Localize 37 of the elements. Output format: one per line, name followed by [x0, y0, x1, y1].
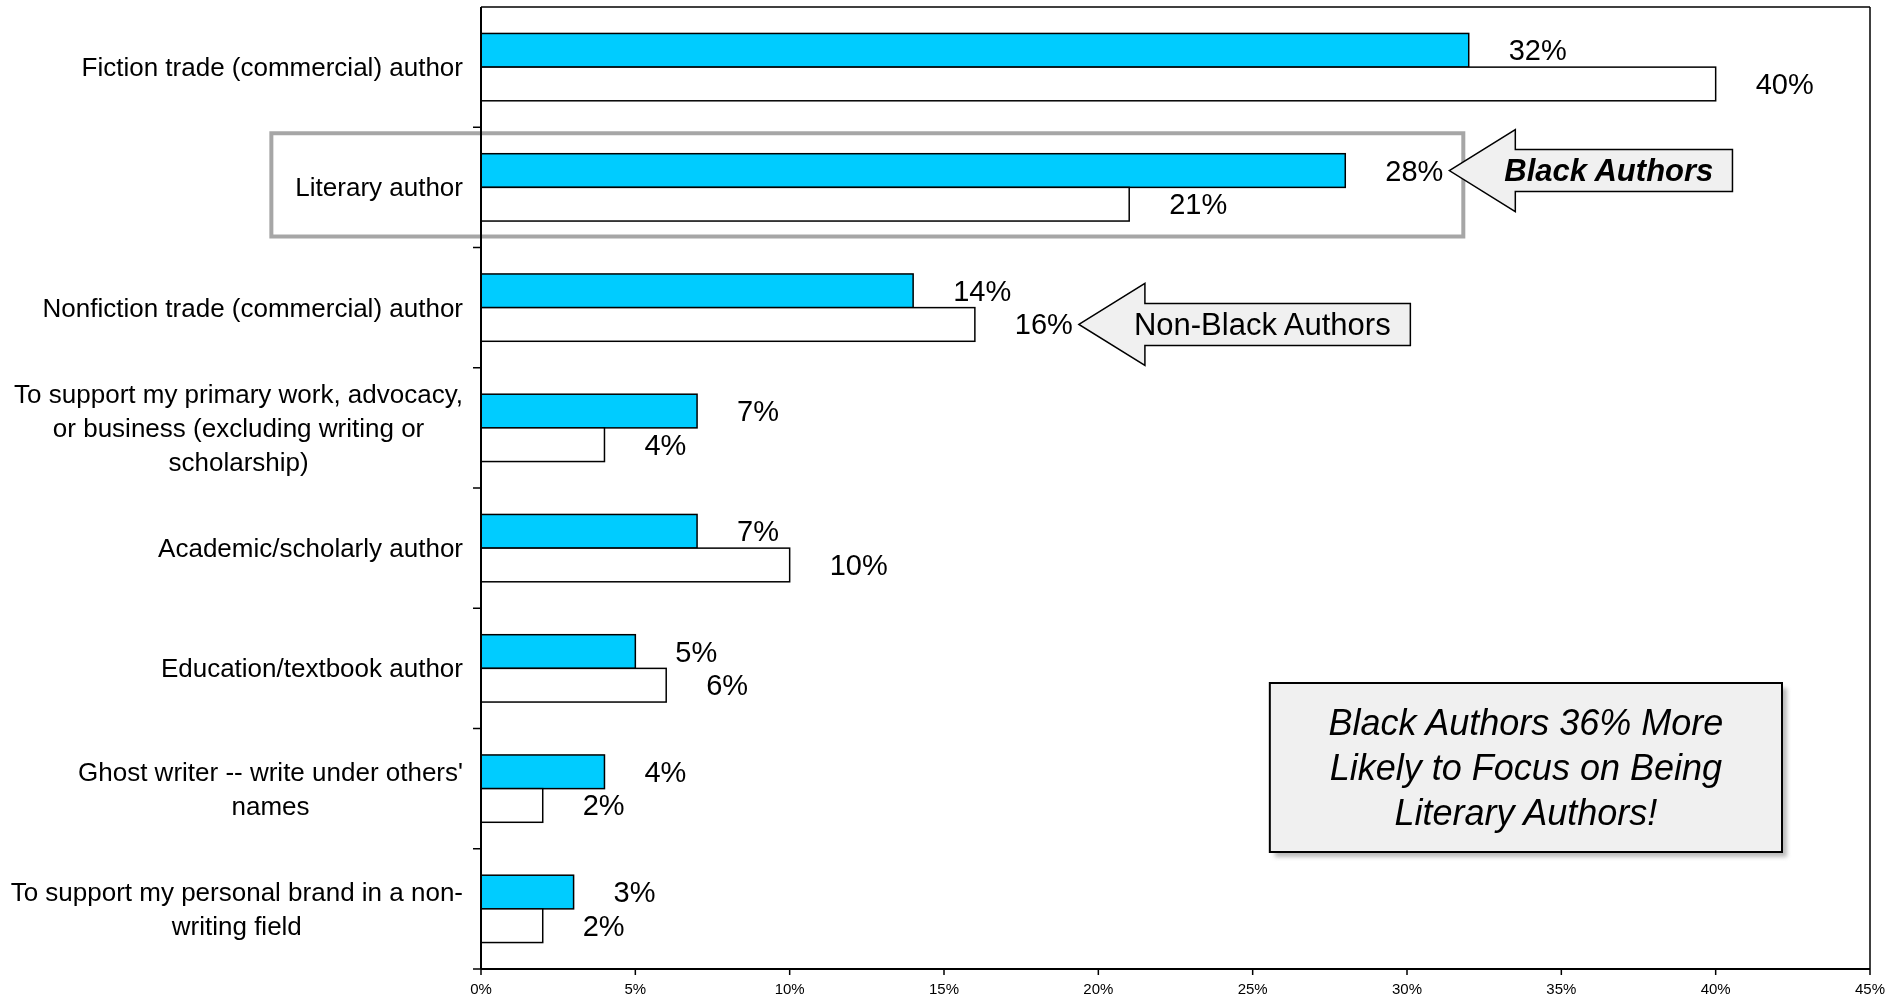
y-tick-label: Academic/scholarly author [158, 533, 464, 564]
data-label: 14% [953, 274, 1012, 307]
data-label: 6% [706, 669, 749, 702]
x-tick-label: 40% [1700, 980, 1731, 997]
x-tick-label: 20% [1083, 980, 1114, 997]
y-tick-label: Education/textbook author [160, 653, 464, 684]
text: Non-Black Authors [1133, 306, 1391, 342]
data-label: 2% [582, 789, 625, 822]
text: Black Authors [1504, 153, 1714, 189]
x-tick-label: 35% [1546, 980, 1577, 997]
data-label: 28% [1385, 154, 1444, 187]
y-tick-label: Literary author [295, 172, 464, 203]
x-tick-label: 30% [1391, 980, 1423, 997]
y-tick-label: Ghost writer -- write under others' names [78, 756, 464, 821]
x-tick-label: 10% [774, 980, 805, 997]
data-label: 7% [737, 395, 779, 428]
data-label: 40% [1755, 67, 1814, 100]
y-tick-label: To support my personal brand in a non-writing field [10, 876, 463, 941]
data-label: 21% [1169, 188, 1228, 221]
data-label: 32% [1508, 34, 1567, 67]
x-tick-label: 15% [928, 980, 960, 997]
x-tick-label: 45% [1854, 980, 1886, 997]
y-tick-label: To support my primary work, advocacy, or business (excluding writing or scholarship) [14, 378, 463, 477]
data-label: 4% [644, 755, 687, 788]
data-label: 4% [644, 428, 687, 461]
y-tick-label: Fiction trade (commercial) author [81, 52, 464, 83]
data-label: 2% [582, 909, 625, 942]
y-tick-label: Nonfiction trade (commercial) author [42, 292, 464, 323]
annotation: Black Authors 36% More Likely to Focus on Being Literary Authors! [1328, 702, 1724, 833]
x-tick-label: 0% [470, 980, 492, 997]
data-label: 10% [829, 548, 888, 581]
data-label: 7% [737, 515, 779, 548]
data-label: 3% [613, 876, 656, 909]
data-label: 16% [1014, 308, 1073, 341]
x-tick-label: 5% [624, 980, 647, 997]
x-tick-label: 25% [1237, 980, 1268, 997]
data-label: 5% [675, 635, 718, 668]
